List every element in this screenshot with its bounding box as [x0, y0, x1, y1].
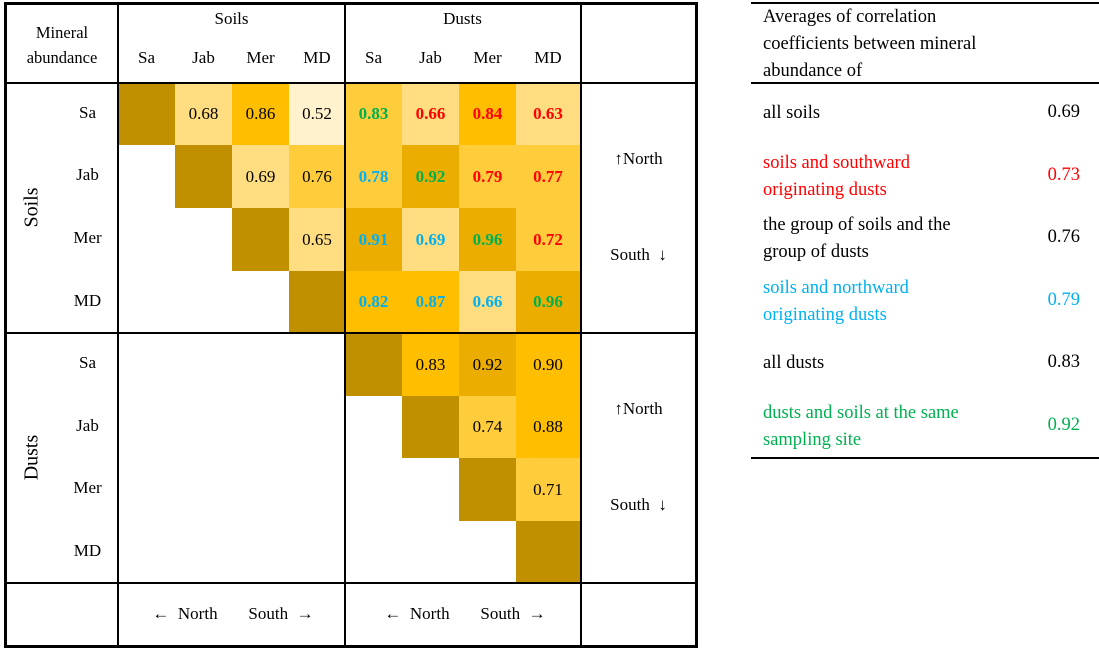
- row-label-dust: Sa: [79, 353, 96, 372]
- diagonal-cell: [175, 145, 232, 208]
- correlation-cell: 0.83: [345, 83, 402, 145]
- correlation-cell: 0.76: [289, 145, 345, 208]
- row-label-soil: MD: [73, 291, 102, 310]
- correlation-cell: 0.84: [459, 83, 516, 145]
- outer-border: [5, 2, 697, 5]
- correlation-cell: 0.92: [459, 333, 516, 396]
- row-label-soil: Mer: [73, 228, 102, 247]
- column-header-dust: MD: [534, 48, 562, 67]
- diagonal-cell: [118, 83, 175, 145]
- dusts-row-group: Dusts: [20, 434, 43, 481]
- correlation-cell: 0.79: [459, 145, 516, 208]
- north-left-label-soils: ← North: [152, 604, 218, 623]
- correlation-cell: 0.78: [345, 145, 402, 208]
- dusts-column-group: Dusts: [443, 9, 482, 28]
- south-right-label-soils: South →: [248, 604, 314, 623]
- correlation-cell: 0.83: [402, 333, 459, 396]
- avg-table-header-rule: [751, 82, 1099, 84]
- avg-row-label: soils and northward originating dusts: [763, 277, 909, 325]
- avg-row-value: 0.92: [1047, 414, 1080, 435]
- avg-row-value: 0.73: [1047, 164, 1080, 185]
- north-up-label-dusts: ↑North: [614, 399, 663, 418]
- grid-line: [344, 3, 346, 647]
- correlation-cell: 0.90: [516, 333, 580, 396]
- grid-line: [5, 582, 697, 584]
- correlation-cell: 0.71: [516, 458, 580, 521]
- avg-row-label: all soils: [763, 103, 821, 123]
- correlation-cell: 0.96: [516, 271, 580, 333]
- correlation-cell: 0.87: [402, 271, 459, 333]
- diagonal-cell: [402, 396, 459, 458]
- row-label-dust: MD: [73, 541, 102, 560]
- grid-line: [580, 3, 582, 647]
- column-header-soil: MD: [303, 48, 331, 67]
- soils-row-group: Soils: [20, 187, 43, 228]
- outer-border: [4, 2, 7, 648]
- grid-line: [117, 3, 119, 647]
- diagonal-cell: [232, 208, 289, 271]
- column-header-soil: Jab: [192, 48, 215, 67]
- avg-row-value: 0.79: [1047, 289, 1080, 310]
- south-down-label-dusts: South ↓: [610, 495, 667, 514]
- diagonal-cell: [516, 521, 580, 583]
- correlation-cell: 0.88: [516, 396, 580, 458]
- avg-table-title: Averages of correlation coefficients bet…: [763, 7, 977, 81]
- column-header-dust: Jab: [419, 48, 442, 67]
- correlation-cell: 0.77: [516, 145, 580, 208]
- correlation-cell: 0.63: [516, 83, 580, 145]
- column-header-dust: Sa: [365, 48, 382, 67]
- correlation-cell: 0.69: [232, 145, 289, 208]
- row-label-dust: Mer: [73, 478, 102, 497]
- avg-row-value: 0.76: [1047, 227, 1080, 247]
- avg-row-label: all dusts: [763, 353, 825, 373]
- grid-line: [5, 332, 697, 334]
- diagonal-cell: [345, 333, 402, 396]
- column-header-soil: Mer: [246, 48, 275, 67]
- correlation-cell: 0.72: [516, 208, 580, 271]
- correlation-cell: 0.82: [345, 271, 402, 333]
- north-left-label-dusts: ← North: [384, 604, 450, 623]
- grid-line: [5, 82, 697, 84]
- correlation-cell: 0.66: [459, 271, 516, 333]
- avg-row-label: dusts and soils at the same sampling sit…: [763, 402, 959, 450]
- row-label-soil: Sa: [79, 103, 96, 122]
- diagonal-cell: [289, 271, 345, 333]
- avg-row-value: 0.69: [1047, 102, 1080, 122]
- outer-border: [695, 2, 698, 648]
- avg-row-value: 0.83: [1047, 352, 1080, 372]
- correlation-cell: 0.96: [459, 208, 516, 271]
- avg-table-bottom-rule: [751, 457, 1099, 459]
- soils-column-group: Soils: [214, 9, 249, 28]
- correlation-cell: 0.92: [402, 145, 459, 208]
- column-header-dust: Mer: [473, 48, 502, 67]
- avg-row-label: soils and southward originating dusts: [763, 152, 910, 200]
- south-right-label-dusts: South →: [480, 604, 546, 623]
- correlation-cell: 0.52: [289, 83, 345, 145]
- south-down-label: South ↓: [610, 245, 667, 264]
- correlation-cell: 0.66: [402, 83, 459, 145]
- correlation-cell: 0.91: [345, 208, 402, 271]
- correlation-cell: 0.86: [232, 83, 289, 145]
- correlation-cell: 0.69: [402, 208, 459, 271]
- avg-table-top-rule: [751, 2, 1099, 4]
- outer-border: [5, 645, 697, 648]
- north-up-label: ↑North: [614, 149, 663, 168]
- correlation-cell: 0.74: [459, 396, 516, 458]
- correlation-cell: 0.65: [289, 208, 345, 271]
- correlation-cell: 0.68: [175, 83, 232, 145]
- corner-label: Mineral abundance: [26, 23, 98, 67]
- diagonal-cell: [459, 458, 516, 521]
- column-header-soil: Sa: [138, 48, 155, 67]
- row-label-dust: Jab: [76, 416, 99, 435]
- avg-row-label: the group of soils and the group of dust…: [763, 215, 951, 262]
- row-label-soil: Jab: [76, 165, 99, 184]
